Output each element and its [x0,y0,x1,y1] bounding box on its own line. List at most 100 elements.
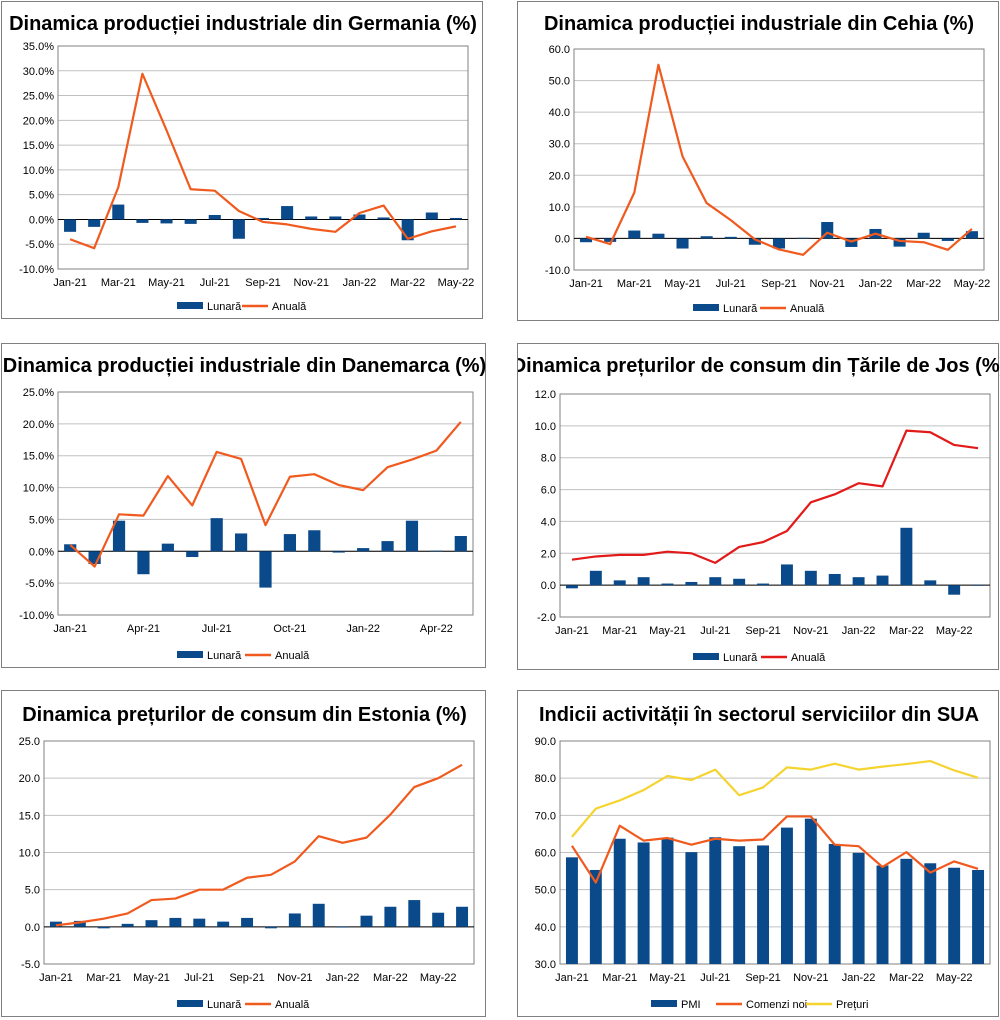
x-tick-label: Mar-21 [101,277,136,289]
bar [259,551,272,588]
y-tick-label: 8.0 [541,453,556,465]
x-tick-label: Mar-22 [373,972,408,984]
bar [580,238,593,243]
bar [589,869,602,964]
x-tick-label: Jan-21 [555,972,589,984]
bar [449,217,462,220]
bar [454,535,467,552]
bar [405,520,419,552]
x-tick-label: Nov-21 [793,625,828,637]
x-tick-label: Jul-21 [184,972,214,984]
y-tick-label: 10.0 [19,848,40,860]
y-tick-label: 2.0 [541,548,556,560]
bar-series [64,518,467,588]
bar [234,533,248,552]
bar [924,863,937,964]
x-tick-label: Nov-21 [793,972,828,984]
plot-area [559,393,991,618]
bar [305,216,318,220]
bar [256,217,270,220]
y-tick-label: -10.0% [19,264,54,276]
y-tick-label: 0.0 [555,233,570,245]
bar [924,580,937,586]
y-tick-label: 15.0 [19,810,40,822]
bar [780,564,793,586]
bar-series [64,204,462,241]
x-tick-label: Jan-22 [346,623,380,635]
bar [565,585,578,589]
bar [637,577,650,586]
y-tick-label: -5.0% [25,239,54,251]
x-tick-label: May-22 [954,278,991,290]
x-tick-label: Jan-21 [555,625,589,637]
y-tick-label: 5.0% [29,514,54,526]
y-tick-label: 10.0% [23,165,54,177]
bar [828,843,841,964]
x-tick-label: Sep-21 [745,625,780,637]
y-tick-label: 20.0% [23,419,54,431]
bar [145,920,158,927]
bar [377,217,390,220]
y-tick-label: 40.0 [549,107,570,119]
bar [604,238,617,242]
bar [332,551,345,553]
bar [917,232,930,239]
bar [709,837,722,964]
bar-series [565,527,985,595]
bar [425,212,438,220]
legend-label: Lunară [207,650,242,662]
bar [780,827,793,964]
x-tick-label: Mar-21 [617,278,652,290]
y-tick-label: -5.0% [25,578,54,590]
x-tick-label: Sep-21 [745,972,780,984]
bar [757,845,770,964]
bar [685,581,698,586]
x-tick-label: Mar-22 [889,972,924,984]
chart-title: Dinamica prețurilor de consum din Estoni… [22,704,467,726]
x-tick-label: Jan-22 [842,972,876,984]
legend-label: Anuală [275,999,310,1011]
bar [613,580,626,586]
y-tick-label: -10.0% [19,610,54,622]
y-tick-label: 20.0 [19,773,40,785]
bar [972,585,985,586]
line-series [69,421,462,568]
bar [893,238,906,247]
x-tick-label: May-21 [649,625,686,637]
bar [97,926,110,929]
bar [628,230,641,239]
x-tick-label: Jul-21 [202,623,232,635]
bar [724,236,737,239]
bar [797,237,810,239]
bar-series [49,900,469,929]
y-tick-label: 35.0% [23,41,54,53]
x-tick-label: Mar-22 [390,277,425,289]
y-tick-label: 60.0 [535,848,556,860]
bar [160,219,173,224]
y-tick-label: 50.0 [535,885,556,897]
plot-area [57,45,469,270]
bar [772,238,786,249]
y-tick-label: 60.0 [549,44,570,56]
bar [353,214,366,220]
chart-panel-estonia: Dinamica prețurilor de consum din Estoni… [1,690,486,1017]
chart-estonia: Dinamica prețurilor de consum din Estoni… [19,704,475,1011]
bar [137,551,150,575]
x-tick-label: Jul-21 [716,278,746,290]
bar [700,236,713,239]
legend-swatch [177,1000,203,1007]
bar [948,585,961,595]
y-tick-label: 30.0 [535,959,556,971]
y-tick-label: 0.0 [541,580,556,592]
bar [432,912,445,927]
legend-label: Prețuri [836,999,868,1011]
y-tick-label: 25.0% [23,91,54,103]
bar [88,219,101,227]
y-tick-label: 0.0% [29,214,54,226]
x-tick-label: Nov-21 [277,972,312,984]
bar [241,917,254,927]
x-tick-label: Jan-22 [842,625,876,637]
chart-panel-germania: Dinamica producției industriale din Germ… [1,1,483,319]
y-tick-label: 90.0 [535,736,556,748]
chart-sua-servicii: Indicii activității în sectorul servicii… [535,704,991,1011]
